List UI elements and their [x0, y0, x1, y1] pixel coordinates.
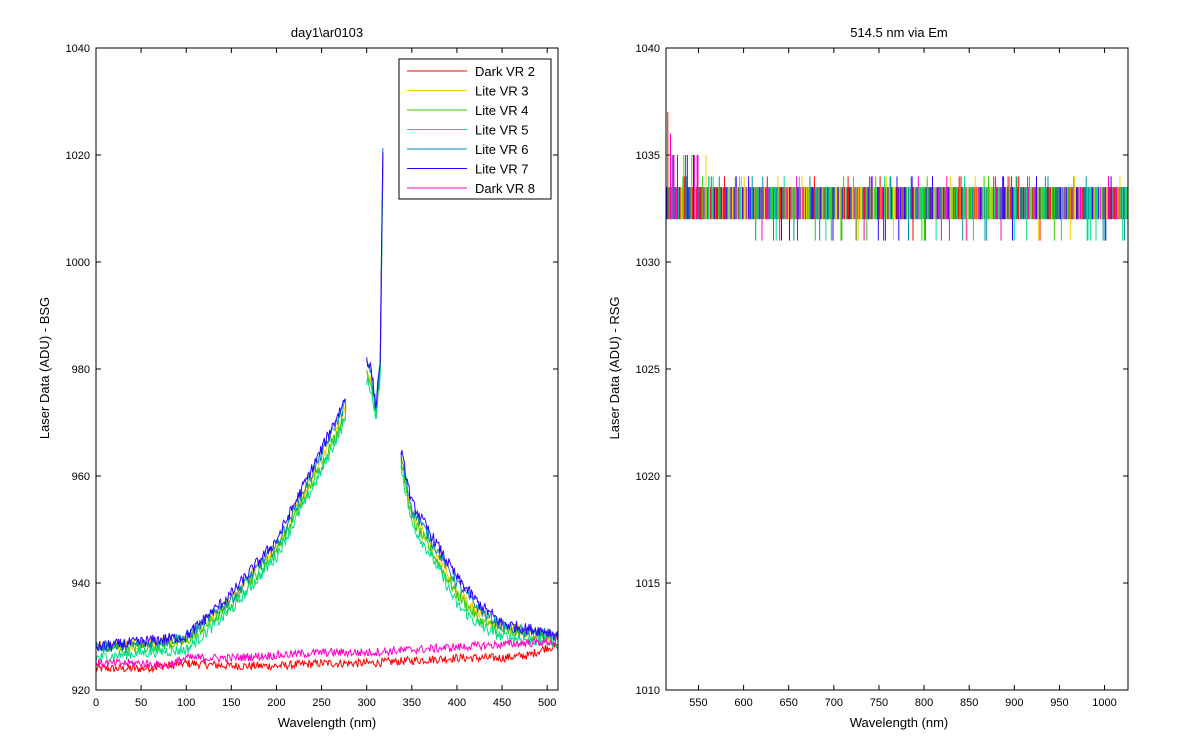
legend-entry-1: Dark VR 2 [475, 64, 535, 79]
left-x-tick-label: 0 [93, 697, 99, 709]
legend-entry-5: Lite VR 6 [475, 142, 528, 157]
left-series-line-6 [95, 152, 559, 652]
left-x-tick-label: 50 [135, 697, 147, 709]
left-x-tick-label: 100 [177, 697, 195, 709]
right-y-tick-label: 1020 [636, 471, 660, 483]
left-x-tick-label: 300 [358, 697, 376, 709]
right-x-tick-label: 550 [689, 697, 707, 709]
left-legend: Dark VR 2 Lite VR 3 Lite VR 4 Lite VR 5 Lite… [398, 58, 552, 200]
right-x-tick-label: 650 [780, 697, 798, 709]
right-x-tick-label: 900 [1005, 697, 1023, 709]
left-y-tick-label: 920 [72, 685, 90, 697]
legend-entry-2: Lite VR 3 [475, 84, 528, 99]
left-y-axis-label: Laser Data (ADU) - BSG [37, 297, 52, 439]
right-plot-background [666, 48, 1128, 690]
left-x-tick-label: 500 [538, 697, 556, 709]
right-x-tick-label: 950 [1050, 697, 1068, 709]
right-x-tick-label: 1000 [1092, 697, 1116, 709]
right-y-tick-label: 1015 [636, 578, 660, 590]
left-chart: day1\ar0103 0 50 100 150 200 250 300 350 400 450 5… [37, 25, 559, 730]
left-x-tick-label: 450 [493, 697, 511, 709]
right-chart-title: 514.5 nm via Em [850, 25, 948, 40]
right-y-tick-label: 1025 [636, 364, 660, 376]
left-x-tick-label: 350 [403, 697, 421, 709]
right-x-tick-label: 850 [960, 697, 978, 709]
right-x-tick-label: 700 [825, 697, 843, 709]
right-chart: 514.5 nm via Em 550 600 650 700 750 800 850 900… [607, 25, 1129, 730]
right-y-tick-label: 1035 [636, 150, 660, 162]
right-y-axis-label: Laser Data (ADU) - RSG [607, 296, 622, 439]
right-plot-frame [665, 47, 1129, 691]
left-series-line-7 [95, 637, 559, 670]
right-x-tick-label: 750 [870, 697, 888, 709]
left-y-tick-label: 940 [72, 578, 90, 590]
right-y-tick-label: 1010 [636, 685, 660, 697]
left-x-tick-label: 200 [267, 697, 285, 709]
left-series-line-4 [95, 163, 559, 663]
left-y-tick-label: 1040 [66, 43, 90, 55]
legend-entry-6: Lite VR 7 [475, 162, 528, 177]
right-y-tick-label: 1040 [636, 43, 660, 55]
left-chart-title: day1\ar0103 [291, 25, 363, 40]
left-x-axis-label: Wavelength (nm) [278, 715, 377, 730]
left-x-tick-label: 150 [222, 697, 240, 709]
right-plot-area: 550 600 650 700 750 800 850 900 950 1000 1010 1015 1… [636, 43, 1129, 709]
right-y-tick-label: 1030 [636, 257, 660, 269]
right-x-tick-label: 600 [734, 697, 752, 709]
legend-entry-4: Lite VR 5 [475, 123, 528, 138]
left-x-tick-label: 250 [312, 697, 330, 709]
left-plot-area: 0 50 100 150 200 250 300 350 400 450 500 920 940 960 9… [66, 43, 559, 709]
left-y-tick-label: 1020 [66, 150, 90, 162]
left-x-tick-label: 400 [448, 697, 466, 709]
left-y-tick-label: 980 [72, 364, 90, 376]
right-x-axis-label: Wavelength (nm) [850, 715, 949, 730]
left-y-tick-label: 960 [72, 471, 90, 483]
legend-entry-7: Dark VR 8 [475, 181, 535, 196]
left-plot-frame [95, 47, 559, 691]
left-y-tick-label: 1000 [66, 257, 90, 269]
legend-entry-3: Lite VR 4 [475, 103, 528, 118]
right-x-tick-label: 800 [915, 697, 933, 709]
